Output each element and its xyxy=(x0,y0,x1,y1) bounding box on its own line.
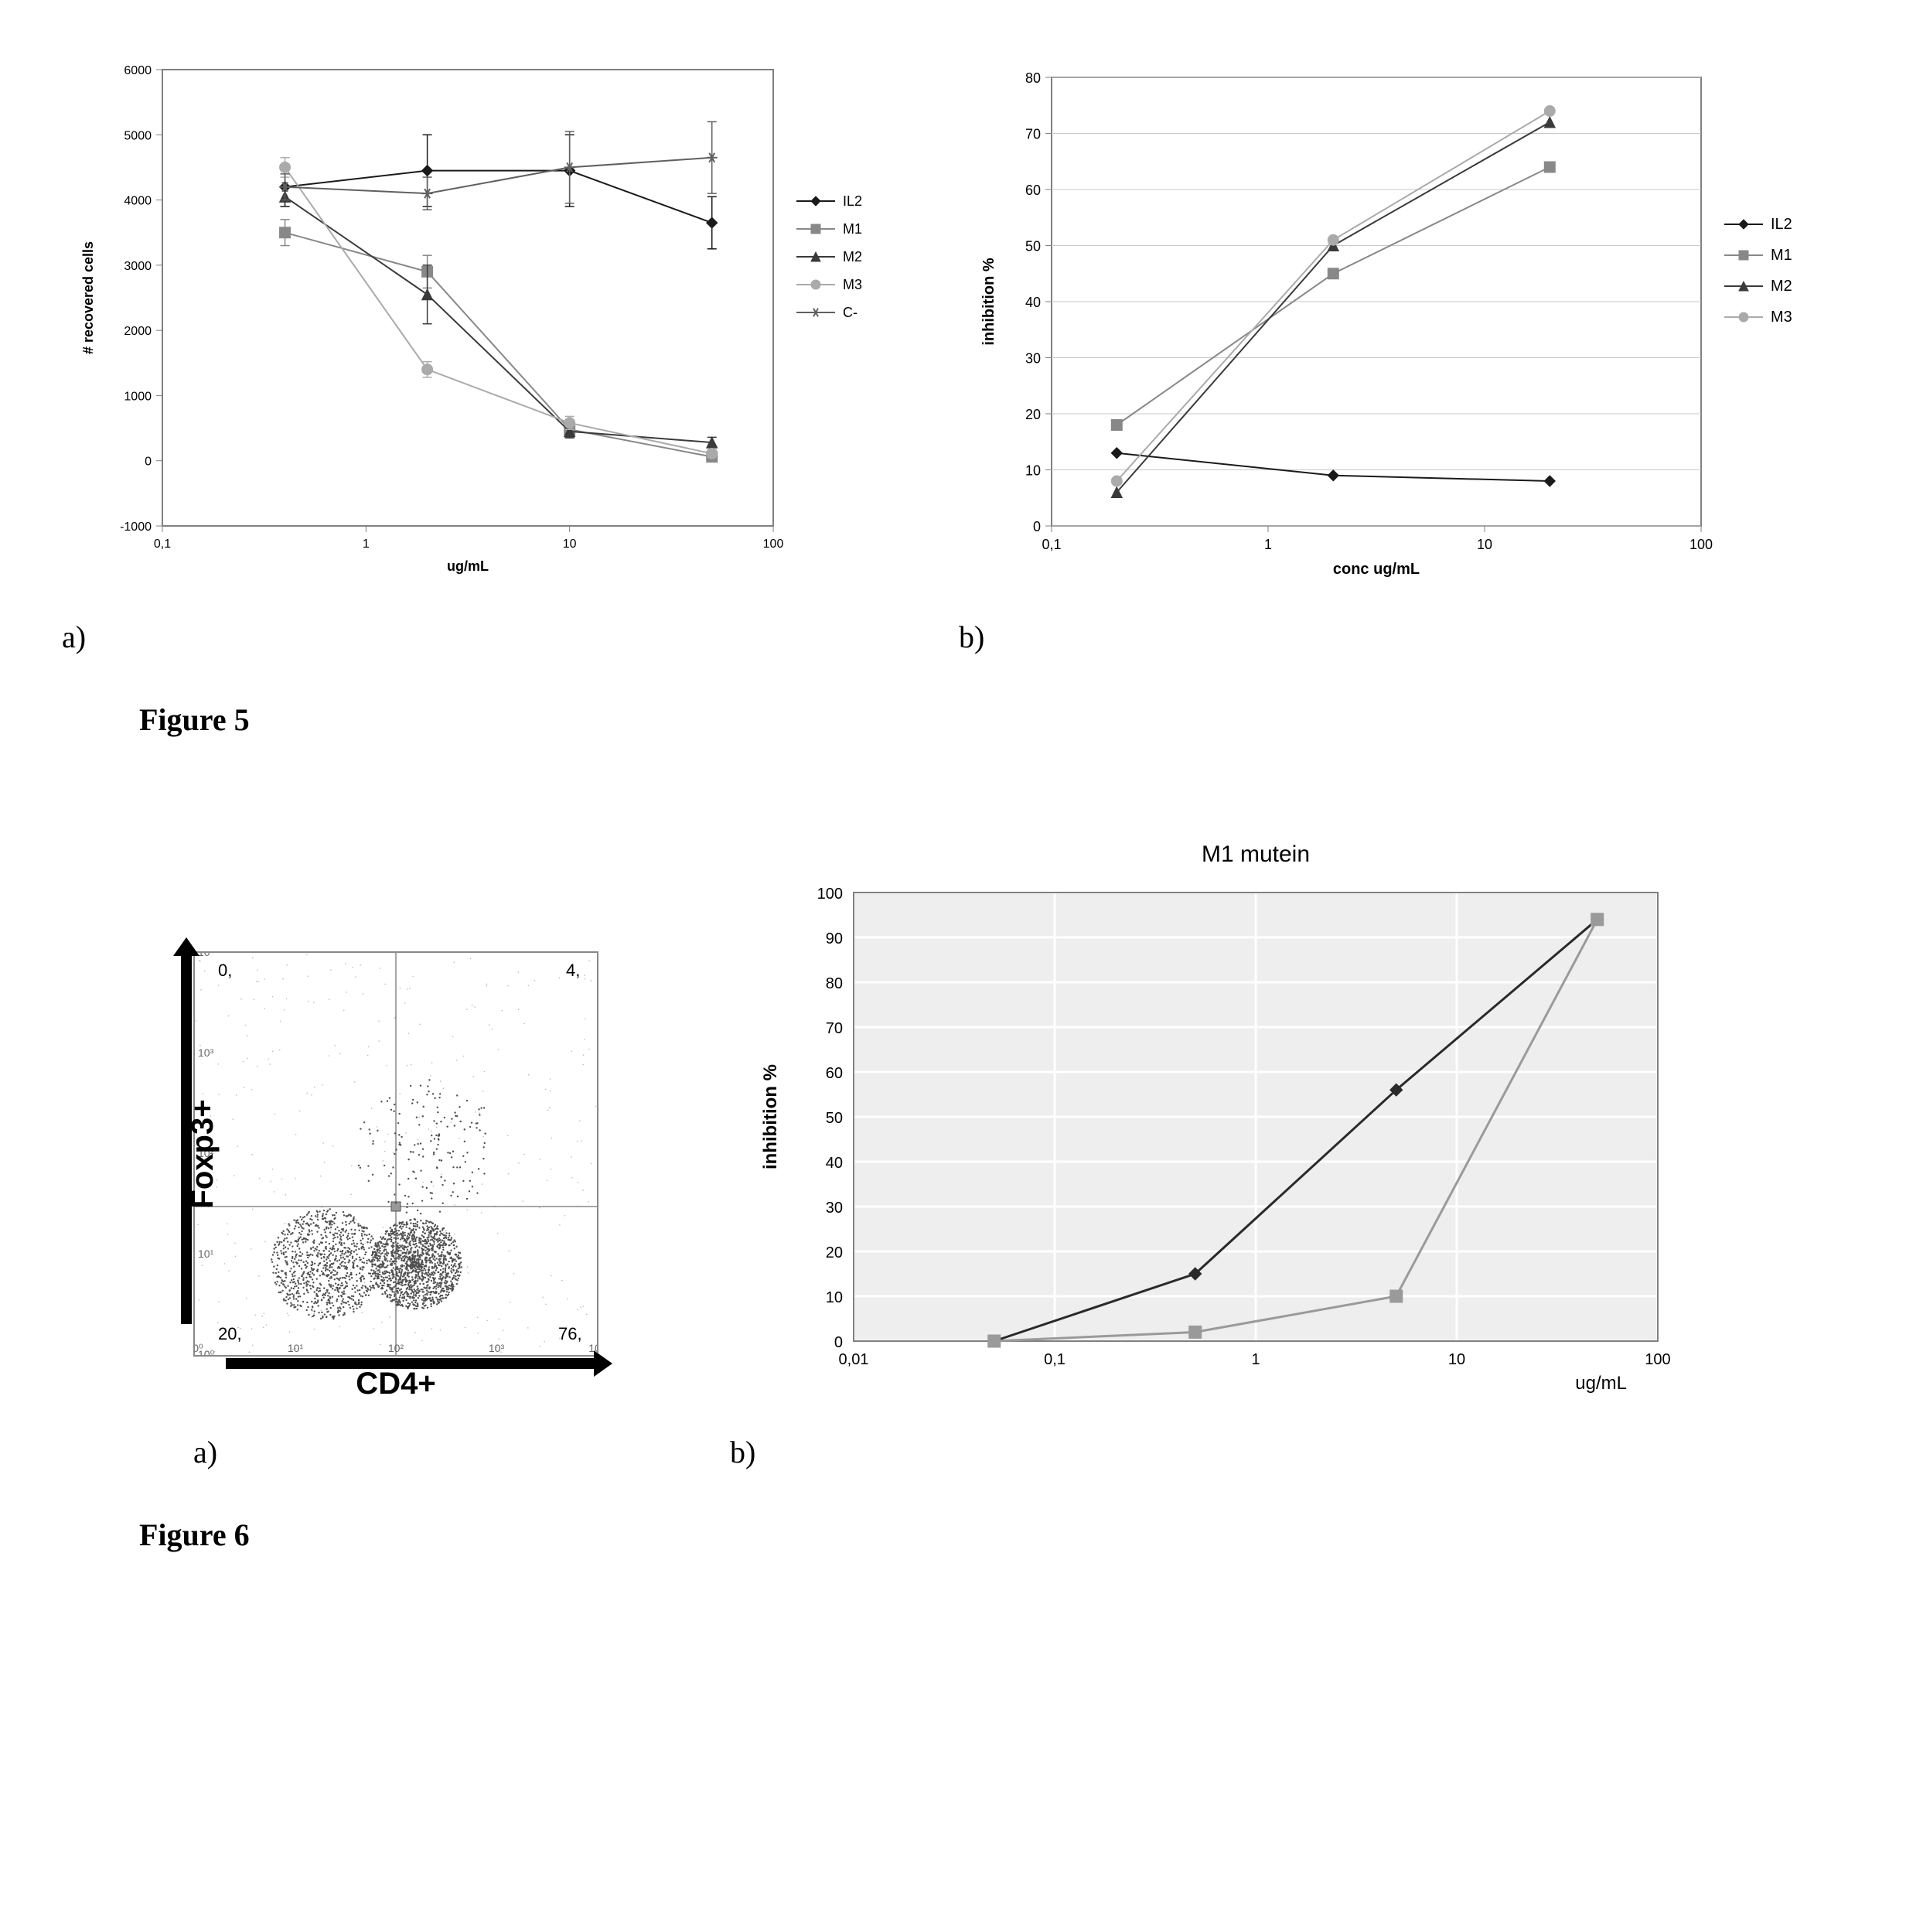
svg-text:0,1: 0,1 xyxy=(1044,1351,1065,1368)
fig6a-sublabel: a) xyxy=(193,1434,606,1470)
svg-text:0,1: 0,1 xyxy=(1042,537,1061,552)
svg-text:conc ug/mL: conc ug/mL xyxy=(1333,561,1420,578)
svg-text:inhibition %: inhibition % xyxy=(760,1064,781,1169)
svg-text:10⁴: 10⁴ xyxy=(198,953,215,958)
svg-text:inhibition %: inhibition % xyxy=(980,258,997,346)
svg-text:20: 20 xyxy=(826,1244,843,1261)
svg-text:IL2: IL2 xyxy=(843,193,862,209)
svg-text:# recovered cells: # recovered cells xyxy=(80,241,96,354)
svg-text:ug/mL: ug/mL xyxy=(447,558,489,574)
svg-text:90: 90 xyxy=(826,930,843,947)
fig6a-xlabel: CD4+ xyxy=(356,1367,435,1401)
fig6b-chart: M1 mutein 0 10 20 30 40 50 60 70 80 90 100 0,01 0,1 1 1… xyxy=(730,831,1720,1418)
fig6a-scatter: 0,4,20,76,10⁰10¹10²10³10⁴10⁰10¹10²10³10⁴… xyxy=(193,951,598,1357)
svg-text:10: 10 xyxy=(563,538,577,551)
svg-text:70: 70 xyxy=(826,1020,843,1037)
svg-text:10: 10 xyxy=(1477,537,1492,552)
svg-text:60: 60 xyxy=(1025,183,1041,198)
svg-text:80: 80 xyxy=(826,975,843,992)
svg-text:M3: M3 xyxy=(1771,309,1792,326)
fig6a-ylabel: Foxp3+ xyxy=(186,1099,220,1208)
svg-text:3000: 3000 xyxy=(124,260,152,273)
svg-text:1: 1 xyxy=(1251,1351,1260,1368)
figure6-caption: Figure 6 xyxy=(139,1517,1861,1553)
fig5a-container: -1000 0 1000 2000 3000 4000 5000 6000 0,1 1 10 100 u… xyxy=(62,46,912,655)
svg-text:M3: M3 xyxy=(843,277,862,292)
svg-text:1: 1 xyxy=(363,538,370,551)
fig5b-chart: 0 10 20 30 40 50 60 70 80 0,1 1 10 100 conc ug/mL inhi… xyxy=(959,46,1856,603)
svg-text:50: 50 xyxy=(1025,239,1041,254)
svg-text:100: 100 xyxy=(817,886,843,903)
svg-text:10: 10 xyxy=(826,1289,843,1306)
svg-text:100: 100 xyxy=(763,538,784,551)
fig5a-sublabel: a) xyxy=(62,619,912,655)
svg-text:C-: C- xyxy=(843,305,858,320)
svg-text:10: 10 xyxy=(1025,463,1041,479)
svg-text:10³: 10³ xyxy=(198,1046,214,1059)
svg-text:80: 80 xyxy=(1025,70,1041,86)
fig5a-chart: -1000 0 1000 2000 3000 4000 5000 6000 0,1 1 10 100 u… xyxy=(62,46,912,603)
svg-text:30: 30 xyxy=(826,1200,843,1217)
svg-text:4000: 4000 xyxy=(124,195,152,208)
svg-text:60: 60 xyxy=(826,1065,843,1082)
svg-text:20: 20 xyxy=(1025,407,1041,422)
svg-text:0,01: 0,01 xyxy=(839,1351,869,1368)
svg-text:M2: M2 xyxy=(843,249,862,265)
svg-text:5000: 5000 xyxy=(124,129,152,142)
svg-text:30: 30 xyxy=(1025,351,1041,367)
svg-text:50: 50 xyxy=(826,1110,843,1127)
svg-text:-1000: -1000 xyxy=(120,521,152,534)
svg-text:6000: 6000 xyxy=(124,64,152,77)
svg-text:10⁰: 10⁰ xyxy=(198,1348,215,1355)
svg-text:40: 40 xyxy=(826,1155,843,1172)
svg-text:0: 0 xyxy=(145,456,152,469)
svg-text:0: 0 xyxy=(1033,519,1041,534)
svg-text:10²: 10² xyxy=(388,1342,404,1354)
svg-text:M1 mutein: M1 mutein xyxy=(1202,841,1310,867)
svg-text:100: 100 xyxy=(1645,1351,1670,1368)
figure5-caption: Figure 5 xyxy=(139,701,1861,738)
svg-text:0,: 0, xyxy=(218,961,232,980)
fig6b-sublabel: b) xyxy=(730,1434,1720,1470)
svg-text:2000: 2000 xyxy=(124,325,152,338)
svg-text:76,: 76, xyxy=(558,1324,582,1343)
svg-text:70: 70 xyxy=(1025,127,1041,142)
fig6a-container: 0,4,20,76,10⁰10¹10²10³10⁴10⁰10¹10²10³10⁴… xyxy=(124,944,606,1470)
svg-text:1: 1 xyxy=(1264,537,1272,552)
svg-text:IL2: IL2 xyxy=(1771,216,1792,233)
fig6b-container: M1 mutein 0 10 20 30 40 50 60 70 80 90 100 0,01 0,1 1 1… xyxy=(730,831,1720,1470)
svg-text:4,: 4, xyxy=(566,961,580,980)
fig5b-container: 0 10 20 30 40 50 60 70 80 0,1 1 10 100 conc ug/mL inhi… xyxy=(959,46,1856,655)
fig5b-sublabel: b) xyxy=(959,619,1856,655)
svg-text:100: 100 xyxy=(1689,537,1713,552)
svg-text:0,1: 0,1 xyxy=(154,538,171,551)
svg-text:40: 40 xyxy=(1025,295,1041,310)
svg-text:M1: M1 xyxy=(843,221,862,237)
svg-text:ug/mL: ug/mL xyxy=(1575,1373,1627,1394)
svg-text:10¹: 10¹ xyxy=(198,1248,214,1260)
svg-text:M1: M1 xyxy=(1771,247,1792,264)
svg-text:1000: 1000 xyxy=(124,390,152,403)
svg-text:M2: M2 xyxy=(1771,278,1792,295)
svg-text:0: 0 xyxy=(834,1334,843,1351)
svg-text:10: 10 xyxy=(1448,1351,1465,1368)
